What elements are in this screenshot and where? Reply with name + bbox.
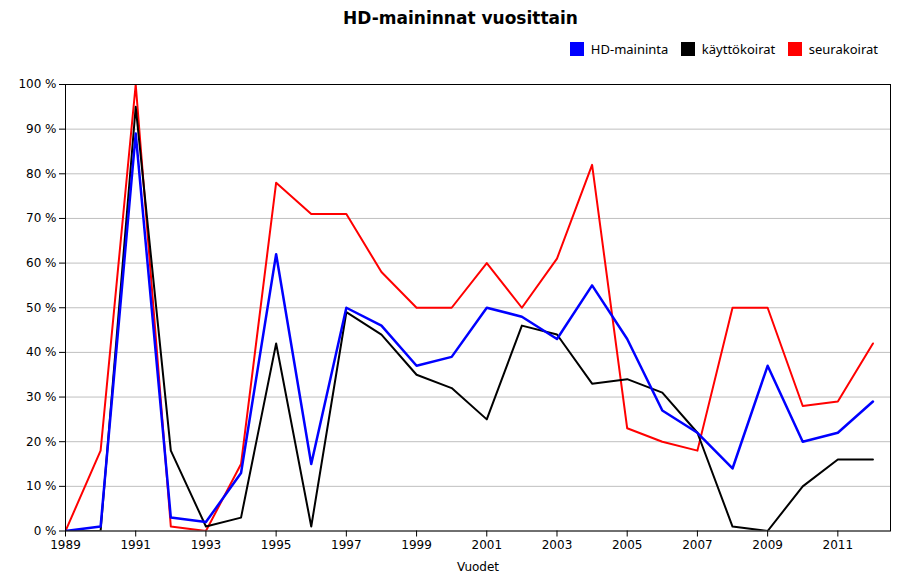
svg-text:40 %: 40 % <box>26 345 57 359</box>
svg-text:2011: 2011 <box>823 537 854 551</box>
svg-text:70 %: 70 % <box>26 211 57 225</box>
svg-text:20 %: 20 % <box>26 434 57 448</box>
html-text:seurakoirat: seurakoirat <box>808 39 878 58</box>
html-text:käyttökoirat: käyttökoirat <box>701 39 776 58</box>
html-text:HD-maininnat vuosittain: HD-maininnat vuosittain <box>343 8 578 28</box>
svg-text:30 %: 30 % <box>26 389 57 403</box>
svg-text:60 %: 60 % <box>26 255 57 269</box>
svg-text:1991: 1991 <box>120 537 151 551</box>
html-text:HD-maininta: HD-maininta <box>590 39 669 58</box>
svg-text:2001: 2001 <box>472 537 503 551</box>
svg-text:1999: 1999 <box>401 537 432 551</box>
svg-text:50 %: 50 % <box>26 300 57 314</box>
svg-text:1993: 1993 <box>191 537 222 551</box>
svg-text:2005: 2005 <box>612 537 643 551</box>
svg-text:2007: 2007 <box>682 537 713 551</box>
svg-text:90 %: 90 % <box>26 121 57 135</box>
svg-text:2009: 2009 <box>752 537 783 551</box>
svg-text:1997: 1997 <box>331 537 362 551</box>
svg-text:10 %: 10 % <box>26 479 57 493</box>
svg-text:1995: 1995 <box>261 537 292 551</box>
svg-text:0 %: 0 % <box>34 523 57 537</box>
svg-text:2003: 2003 <box>542 537 573 551</box>
svg-text:80 %: 80 % <box>26 166 57 180</box>
svg-text:Vuodet: Vuodet <box>457 560 499 574</box>
svg-text:1989: 1989 <box>50 537 81 551</box>
svg-text:100 %: 100 % <box>18 77 56 91</box>
